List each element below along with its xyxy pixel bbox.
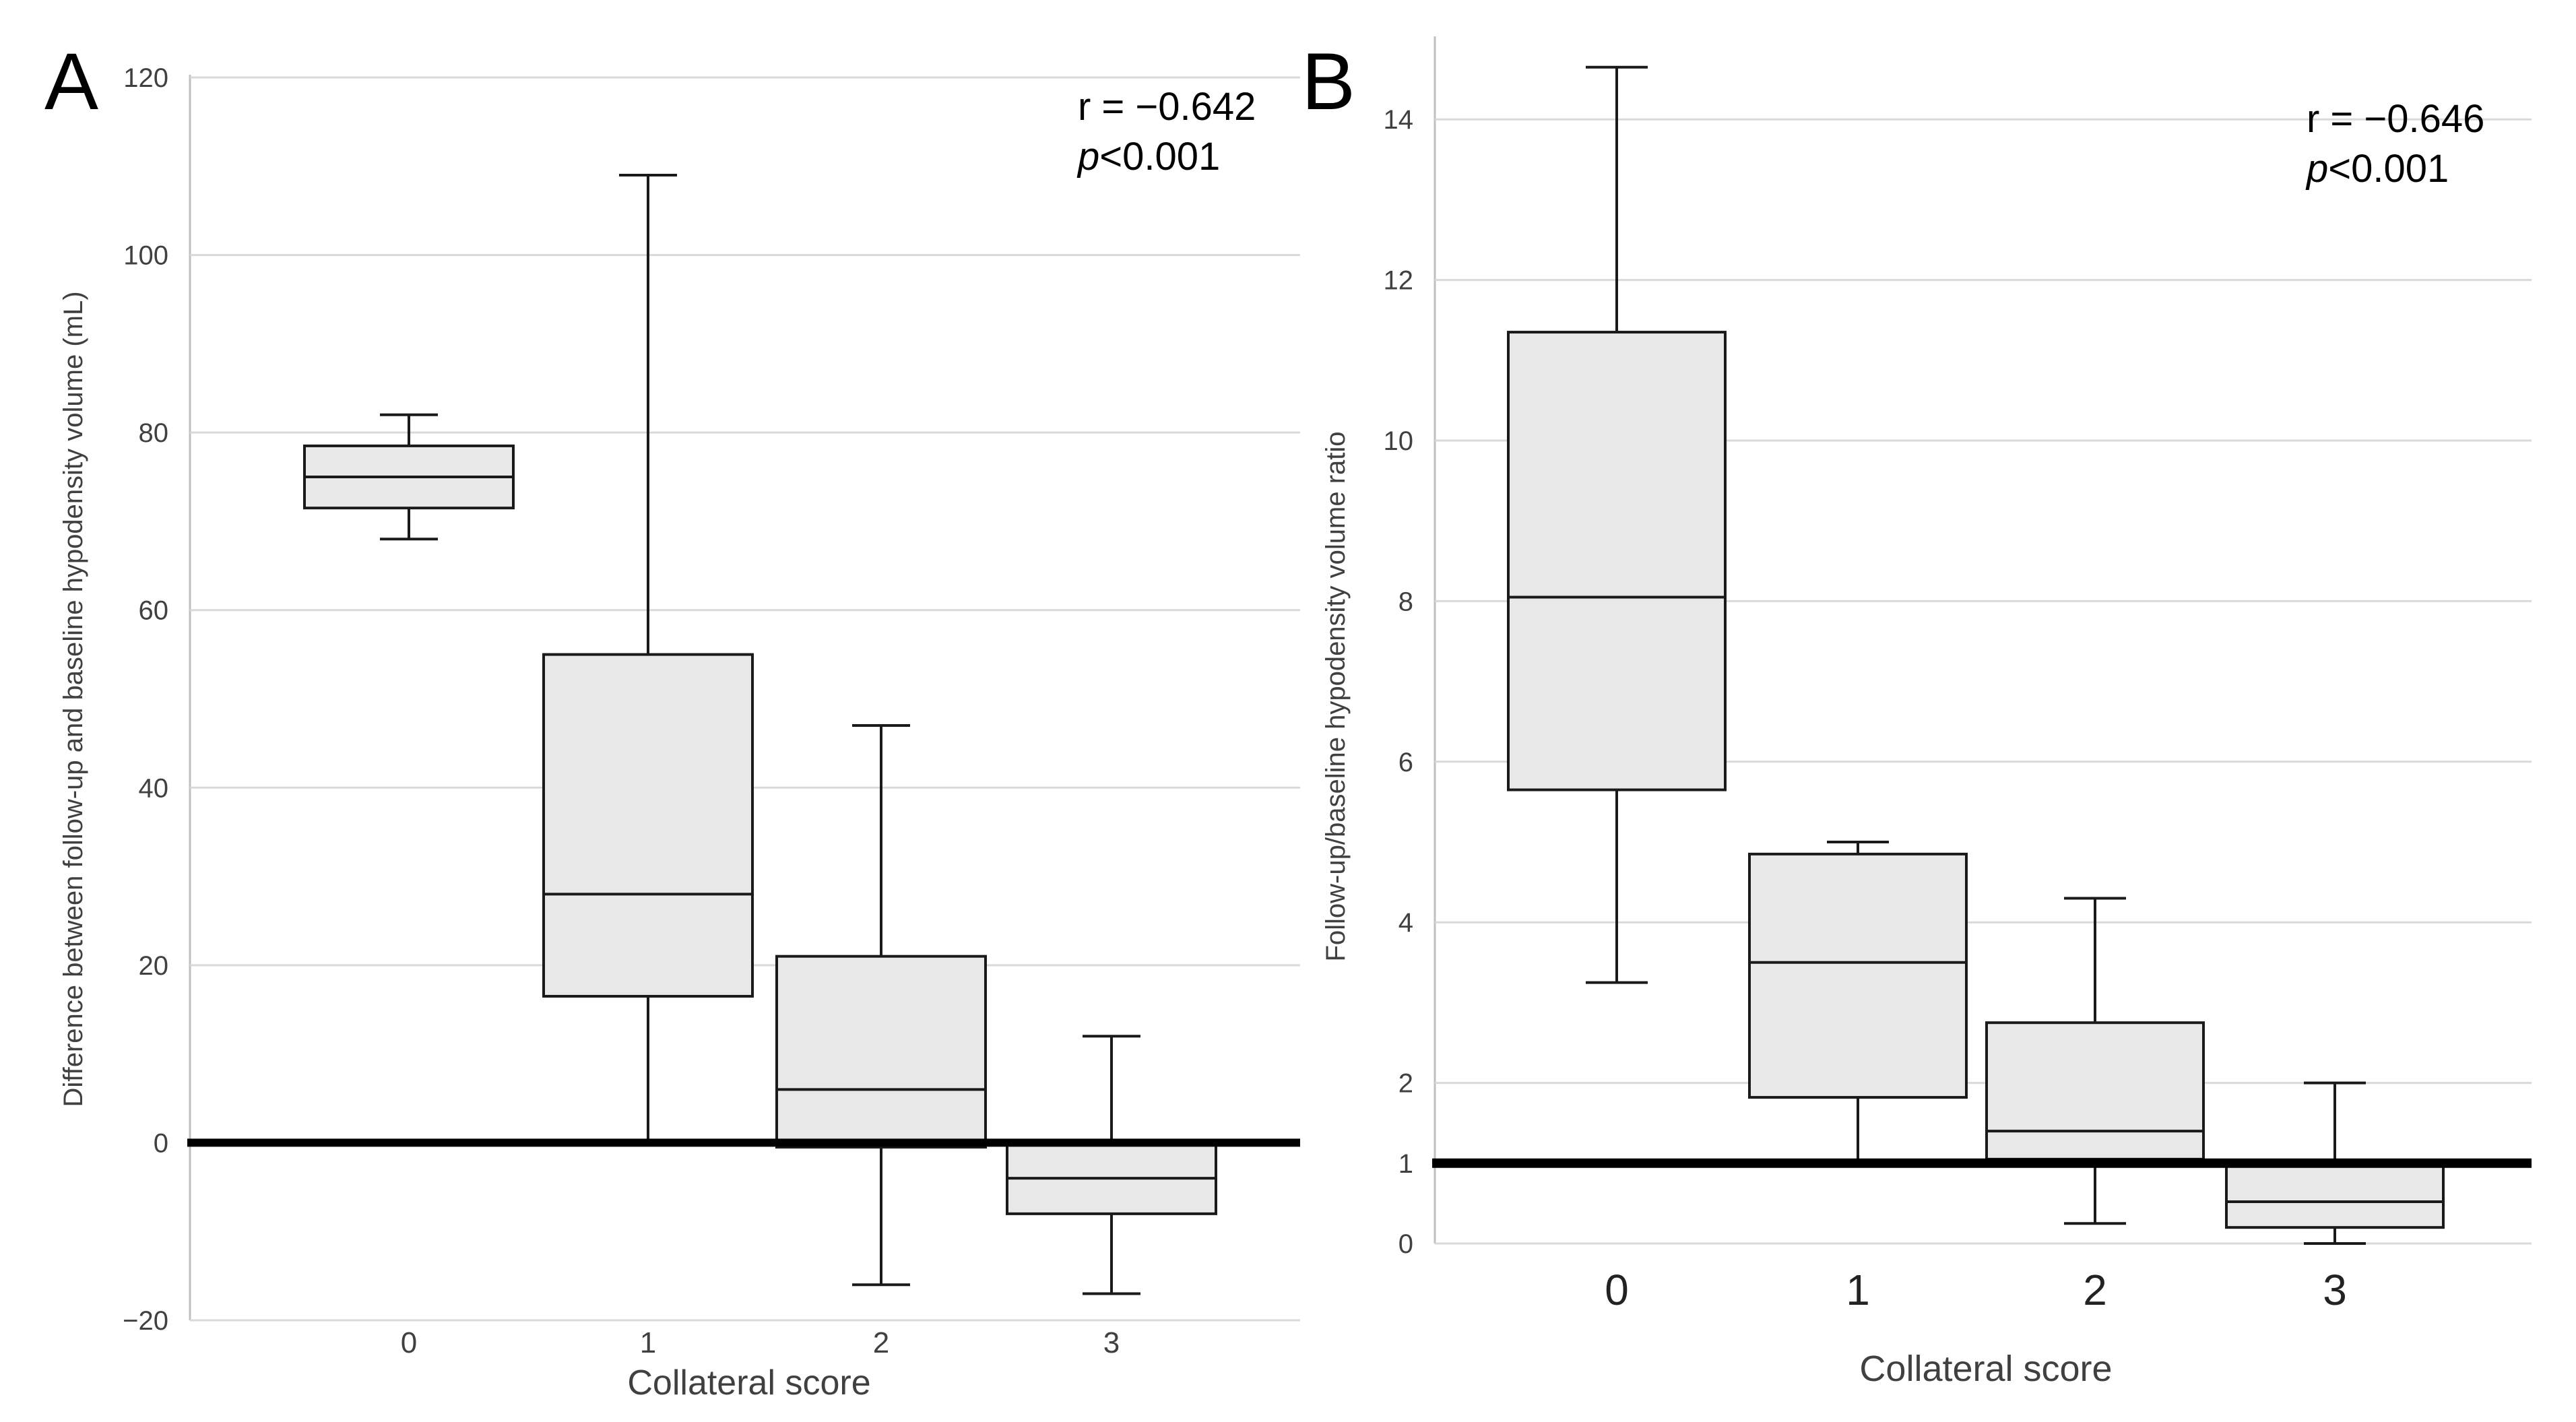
a-box-1 (542, 173, 754, 1144)
a-iqr-box (542, 653, 754, 998)
a-x-tick-label: 2 (873, 1326, 889, 1359)
a-y-tick-label: −20 (123, 1306, 168, 1336)
a-box-3 (1006, 1035, 1217, 1295)
panel-b-correlation-r: r = −0.646 (2307, 97, 2484, 141)
panel-b-x-axis-label: Collateral score (1859, 1349, 2112, 1389)
panel-a-y-axis-label: Difference between follow-up and baselin… (59, 291, 88, 1107)
a-y-tick-label: 100 (123, 241, 168, 271)
a-box-2 (775, 724, 987, 1287)
panel-b-p-threshold: <0.001 (2328, 147, 2449, 191)
b-x-tick-label: 3 (2323, 1266, 2347, 1314)
a-y-tick-label: 60 (139, 596, 169, 626)
a-y-tick-label: 40 (139, 773, 169, 803)
b-y-tick-label: 10 (1384, 426, 1414, 456)
panel-a-correlation-r: r = −0.642 (1078, 85, 1256, 129)
b-box-3 (2225, 1081, 2445, 1245)
panel-a-p-symbol: p (1076, 135, 1099, 179)
a-y-tick-label: 80 (139, 418, 169, 448)
a-x-tick-label: 1 (640, 1326, 656, 1359)
b-iqr-box (2225, 1161, 2445, 1229)
panel-a-letter: A (44, 36, 98, 127)
b-y-tick-label: 2 (1398, 1069, 1413, 1099)
panel-a-boxes (303, 173, 1217, 1295)
b-y-tick-label: 6 (1398, 748, 1413, 777)
panel-b-p-symbol: p (2305, 147, 2328, 191)
b-y-tick-label: 0 (1398, 1229, 1413, 1259)
a-x-tick-label: 0 (401, 1326, 417, 1359)
b-x-tick-label: 0 (1605, 1266, 1629, 1314)
b-y-tick-label: 8 (1398, 587, 1413, 616)
b-y-tick-label: 4 (1398, 908, 1413, 938)
b-x-tick-label: 2 (2083, 1266, 2107, 1314)
b-box-0 (1507, 65, 1727, 984)
b-y-tick-label: 12 (1384, 266, 1414, 296)
panel-b-y-axis-label: Follow-up/baseline hypodensity volume ra… (1321, 431, 1351, 961)
panel-a-x-ticks: 0 1 2 3 (401, 1326, 1120, 1359)
panel-a-x-axis-label: Collateral score (627, 1363, 870, 1402)
b-iqr-box (1985, 1021, 2205, 1161)
b-box-2 (1985, 897, 2205, 1225)
panel-a-y-ticks: −20 0 20 40 60 80 100 120 (123, 63, 168, 1336)
panel-b-boxes (1507, 65, 2445, 1245)
panel-a-p-threshold: <0.001 (1099, 135, 1220, 179)
b-box-1 (1748, 841, 1968, 1165)
a-y-tick-label: 120 (123, 63, 168, 93)
a-y-tick-label: 20 (139, 951, 169, 981)
panel-b-x-ticks: 0 1 2 3 (1605, 1266, 2347, 1314)
b-x-tick-label: 1 (1846, 1266, 1870, 1314)
a-y-tick-label: 0 (154, 1128, 168, 1158)
panel-a-p-value: p<0.001 (1076, 135, 1220, 179)
b-y-tick-label: 1 (1398, 1149, 1413, 1179)
a-iqr-box (775, 955, 987, 1149)
b-y-tick-label: 14 (1384, 105, 1414, 135)
a-box-0 (303, 413, 515, 541)
a-x-tick-label: 3 (1103, 1326, 1120, 1359)
panel-a-chart: A −20 0 20 40 60 80 100 120 0 1 2 3 Difference bet… (44, 36, 1300, 1402)
panel-b-p-value: p<0.001 (2305, 147, 2449, 191)
panel-b-letter: B (1301, 36, 1355, 127)
b-iqr-box (1507, 331, 1727, 791)
b-iqr-box (1748, 852, 1968, 1099)
